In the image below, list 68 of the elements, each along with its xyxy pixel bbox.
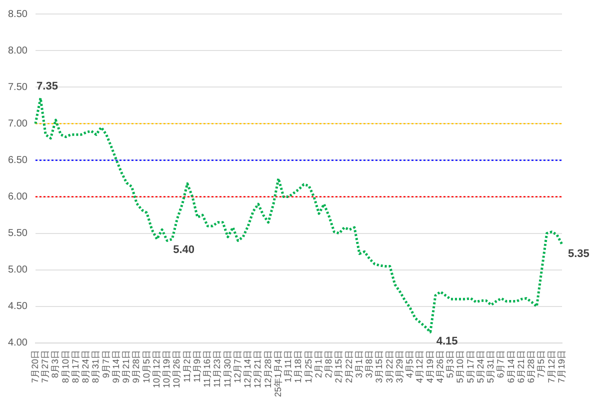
x-tick-label: 9月21日: [121, 350, 132, 384]
x-tick-label: 6月7日: [496, 350, 506, 378]
line-series: [34, 96, 564, 334]
y-tick-label: 6.00: [8, 192, 28, 203]
x-tick-label: 4月26日: [434, 350, 445, 384]
x-tick-label: 6月28日: [526, 350, 536, 384]
x-tick-label: 12月7日: [232, 350, 242, 384]
x-tick-label: 6月14日: [506, 350, 516, 384]
y-tick-label: 5.00: [8, 264, 28, 276]
x-tick-label: 4月5日: [404, 350, 415, 378]
x-tick-label: 3月1日: [354, 350, 364, 378]
x-tick-label: 7月12日: [546, 350, 556, 384]
x-tick-label: 5月10日: [455, 350, 466, 384]
x-tick-label: 10月26日: [172, 350, 182, 388]
x-tick-label: 10月5日: [141, 350, 152, 384]
y-tick-label: 8.50: [8, 8, 28, 20]
x-tick-label: 25年1月4日: [272, 350, 283, 398]
x-tick-label: 5月24日: [475, 350, 486, 384]
y-tick-label: 4.00: [8, 338, 28, 349]
x-tick-label: 8月31日: [90, 350, 101, 384]
x-tick-label: 12月21日: [252, 350, 263, 388]
x-tick-label: 9月14日: [110, 350, 121, 384]
x-tick-label: 5月17日: [465, 350, 476, 384]
data-label: 5.35: [568, 248, 590, 260]
y-tick-label: 7.50: [8, 82, 28, 93]
x-tick-label: 8月24日: [80, 350, 91, 384]
data-label: 7.35: [36, 80, 58, 93]
x-tick-label: 2月22日: [344, 350, 354, 384]
x-tick-label: 10月19日: [162, 350, 172, 388]
x-tick-label: 5月31日: [486, 350, 496, 384]
x-tick-label: 3月8日: [364, 350, 374, 378]
x-tick-label: 8月17日: [70, 350, 80, 384]
x-tick-label: 8月3日: [50, 350, 60, 378]
x-tick-label: 3月29日: [394, 350, 404, 384]
x-tick-label: 10月12日: [151, 350, 162, 388]
y-tick-label: 4.50: [8, 301, 28, 312]
y-tick-label: 6.50: [8, 154, 28, 166]
x-tick-label: 4月19日: [424, 350, 435, 384]
x-tick-label: 6月21日: [516, 350, 526, 384]
x-tick-label: 7月19日: [556, 350, 566, 384]
x-tick-label: 1月11日: [283, 350, 294, 382]
x-tick-label: 2月8日: [324, 350, 334, 378]
x-tick-label: 12月14日: [242, 350, 253, 388]
x-tick-label: 9月7日: [100, 350, 111, 378]
x-tick-label: 7月27日: [40, 350, 50, 384]
y-tick-label: 5.50: [8, 228, 28, 240]
x-tick-label: 2月1日: [313, 350, 324, 378]
x-tick-label: 3月15日: [374, 350, 384, 384]
y-tick-label: 7.00: [8, 118, 28, 130]
x-tick-label: 2月15日: [334, 350, 344, 384]
data-label: 5.40: [173, 244, 195, 256]
y-tick-label: 8.00: [8, 45, 28, 56]
x-tick-label: 12月28日: [262, 350, 273, 388]
x-tick-label: 11月9日: [192, 350, 202, 382]
x-tick-label: 3月22日: [384, 350, 394, 384]
x-tick-label: 8月10日: [60, 350, 70, 384]
x-tick-label: 7月5日: [536, 350, 546, 378]
x-tick-label: 11月30日: [222, 350, 232, 388]
x-tick-label: 11月16日: [202, 350, 212, 388]
x-tick-label: 5月3日: [445, 350, 456, 378]
data-label: 4.15: [436, 336, 458, 348]
x-tick-label: 11月23日: [212, 350, 222, 388]
x-tick-label: 9月28日: [131, 350, 142, 384]
x-tick-label: 7月20日: [30, 350, 40, 384]
x-tick-label: 1月18日: [293, 350, 304, 384]
x-tick-label: 4月12日: [414, 350, 425, 384]
x-tick-label: 1月25日: [303, 350, 314, 384]
x-tick-label: 11月2日: [182, 350, 192, 382]
